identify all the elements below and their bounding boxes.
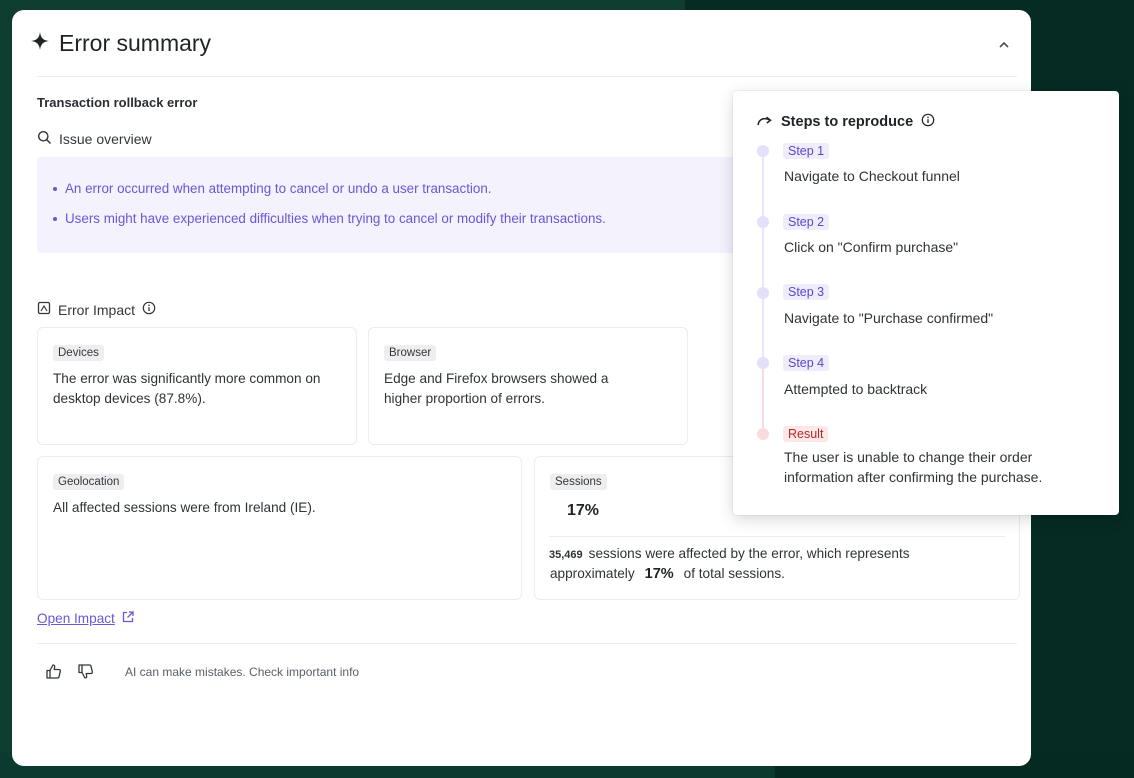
- sessions-count: 35,469: [549, 549, 583, 561]
- collapse-button[interactable]: [994, 34, 1014, 54]
- search-icon: [37, 130, 52, 148]
- sessions-divider: [549, 536, 1005, 537]
- overview-item: An error occurred when attempting to can…: [53, 181, 492, 196]
- result-text: The user is unable to change their order…: [784, 449, 1043, 485]
- timeline-rail-result: [762, 363, 764, 435]
- error-impact-heading: Error Impact: [37, 301, 156, 318]
- error-impact-label: Error Impact: [58, 301, 136, 318]
- sparkle-icon: [30, 31, 50, 56]
- timeline-node-result: [757, 428, 769, 440]
- chevron-up-icon: [999, 35, 1009, 53]
- header-divider: [37, 76, 1017, 77]
- redo-arrow-icon: [756, 113, 773, 131]
- timeline-node: [757, 145, 769, 157]
- geolocation-text: All affected sessions were from Ireland …: [53, 500, 316, 515]
- sessions-text-a: sessions were affected by the error, whi…: [588, 546, 910, 561]
- external-link-icon: [121, 610, 135, 627]
- devices-tag: Devices: [53, 345, 104, 361]
- step-tag: Step 1: [783, 143, 830, 159]
- browser-text: Edge and Firefox browsers showed a highe…: [384, 371, 609, 406]
- overview-item: Users might have experienced difficultie…: [53, 211, 606, 226]
- issue-overview-box: An error occurred when attempting to can…: [37, 157, 797, 253]
- card-header: Error summary: [30, 30, 211, 57]
- steps-title: Steps to reproduce: [781, 114, 914, 130]
- footer-divider: [37, 643, 1017, 644]
- sessions-text-c: of total sessions.: [683, 566, 785, 581]
- step-text: Navigate to Checkout funnel: [784, 168, 960, 184]
- overview-item-text: Users might have experienced difficultie…: [65, 211, 606, 226]
- open-impact-link[interactable]: Open Impact: [37, 610, 135, 627]
- step-text: Navigate to "Purchase confirmed": [784, 310, 994, 326]
- overview-item-text: An error occurred when attempting to can…: [65, 181, 492, 196]
- browser-card: Browser Edge and Firefox browsers showed…: [368, 327, 688, 445]
- timeline-node: [757, 357, 769, 369]
- sessions-text-line-1: 35,469 sessions were affected by the err…: [549, 546, 910, 561]
- sessions-percent-inline: 17%: [644, 566, 674, 582]
- step-text: Attempted to backtrack: [784, 381, 928, 397]
- issue-overview-heading: Issue overview: [37, 130, 152, 148]
- bullet-icon: [53, 216, 57, 221]
- sessions-percent: 17%: [567, 502, 600, 519]
- issue-overview-label: Issue overview: [59, 131, 152, 147]
- open-impact-label[interactable]: Open Impact: [37, 611, 115, 626]
- steps-header: Steps to reproduce: [756, 113, 935, 131]
- bullet-icon: [53, 186, 57, 191]
- geolocation-tag: Geolocation: [53, 474, 125, 490]
- impact-chart-icon: [37, 301, 51, 318]
- devices-text: The error was significantly more common …: [53, 371, 321, 406]
- step-tag: Step 3: [783, 284, 830, 300]
- ai-disclaimer: AI can make mistakes. Check important in…: [125, 665, 360, 679]
- steps-to-reproduce-popover: Steps to reproduce Step 1 Navigate to Ch…: [733, 91, 1119, 515]
- devices-card: Devices The error was significantly more…: [37, 327, 357, 445]
- info-icon[interactable]: [142, 301, 156, 318]
- error-title: Transaction rollback error: [37, 95, 198, 110]
- step-text: Click on "Confirm purchase": [784, 239, 959, 255]
- sessions-text-b: approximately: [550, 566, 635, 581]
- thumbs-up-icon: [45, 663, 62, 685]
- step-tag: Step 2: [783, 214, 830, 230]
- geolocation-card: Geolocation All affected sessions were f…: [37, 456, 522, 600]
- timeline-node: [757, 216, 769, 228]
- thumbs-down-icon: [77, 663, 94, 685]
- sessions-tag: Sessions: [550, 474, 607, 490]
- info-icon[interactable]: [921, 113, 935, 131]
- thumbs-up-button[interactable]: [42, 663, 64, 685]
- result-tag: Result: [783, 426, 829, 442]
- timeline-node: [757, 287, 769, 299]
- step-tag: Step 4: [783, 355, 830, 371]
- sessions-text-line-2: approximately 17% of total sessions.: [550, 566, 785, 582]
- browser-tag: Browser: [384, 345, 437, 361]
- thumbs-down-button[interactable]: [74, 663, 96, 685]
- card-title: Error summary: [59, 30, 212, 56]
